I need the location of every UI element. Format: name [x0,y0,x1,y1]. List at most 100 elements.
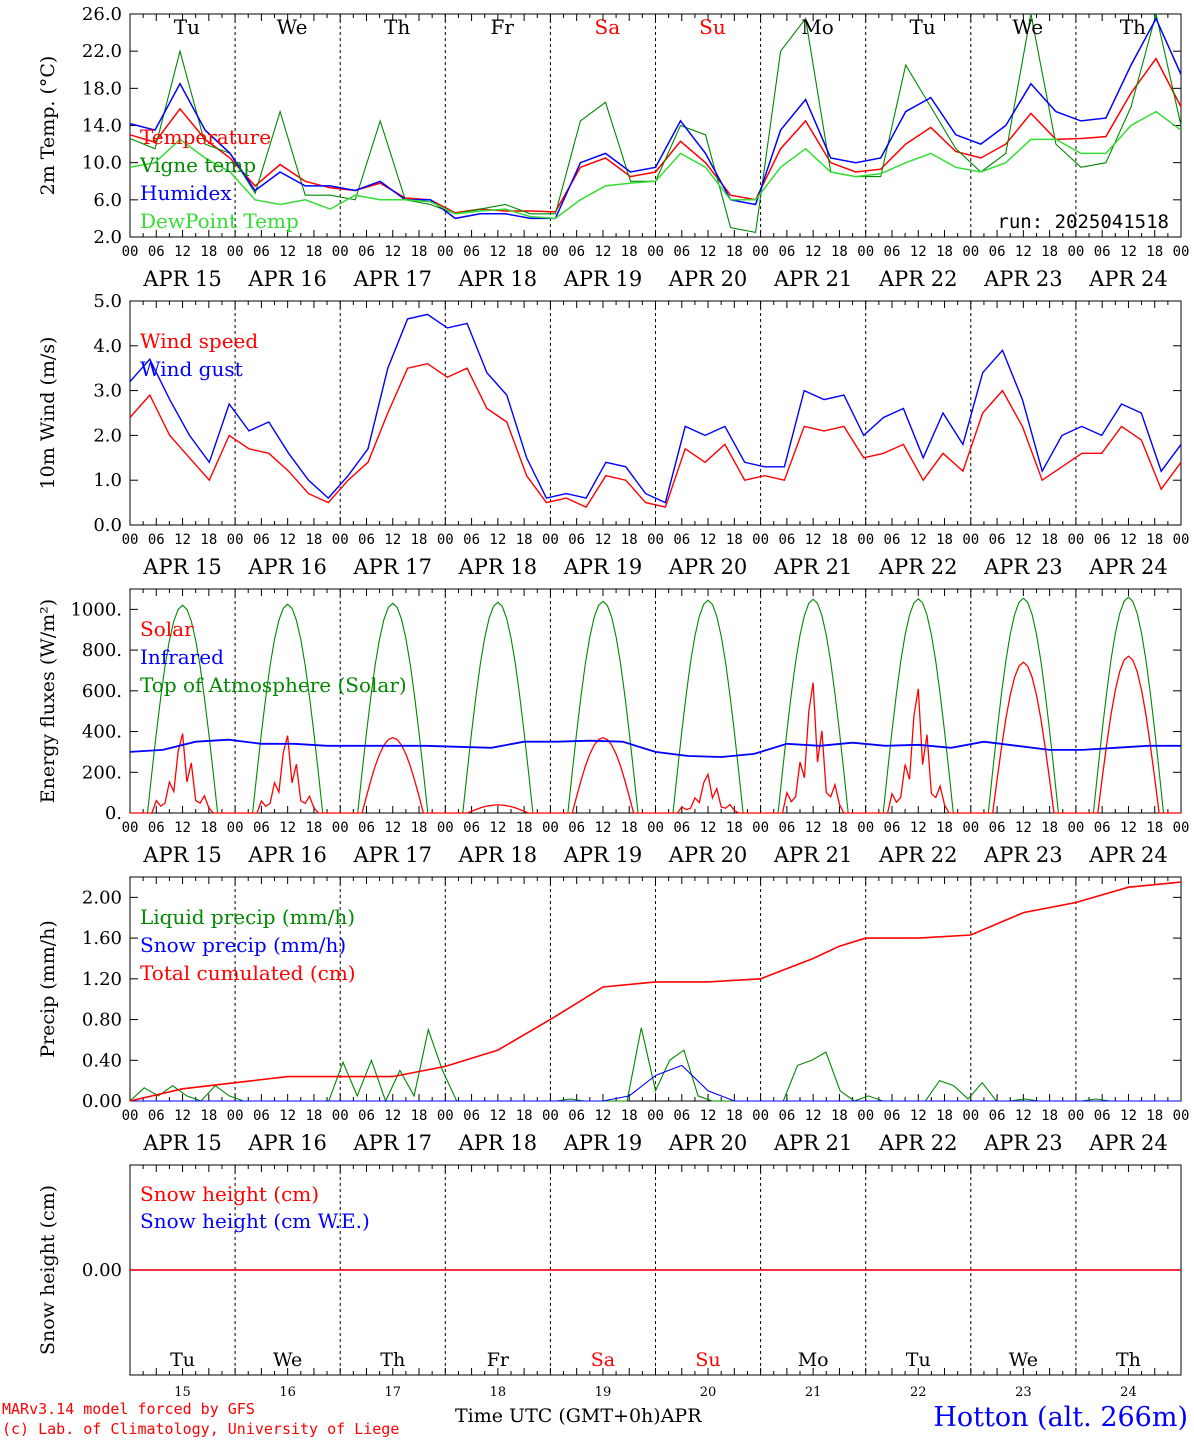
hour-tick-label: 12 [1120,1108,1137,1124]
toa-solar-arc [655,599,761,814]
hour-tick-label: 00 [962,1108,979,1124]
hour-tick-label: 00 [1067,532,1084,548]
hour-tick-label: 12 [910,1108,927,1124]
date-label: APR 19 [563,555,643,579]
hour-tick-label: 00 [122,820,139,836]
hour-tick-label: 00 [542,820,559,836]
y-tick-label: 800. [82,640,122,661]
solar-bump [130,733,236,814]
hour-tick-label: 18 [1041,244,1058,260]
hour-tick-label: 06 [463,244,480,260]
hour-tick-label: 06 [463,820,480,836]
toa-solar-arc [970,597,1076,814]
hour-tick-label: 06 [989,244,1006,260]
date-label: APR 20 [668,267,748,291]
hour-tick-label: 06 [568,1108,585,1124]
date-label: APR 15 [142,843,222,867]
time-axis-label: Time UTC (GMT+0h)APR [455,1405,702,1427]
date-label: APR 21 [773,843,853,867]
hour-tick-label: 00 [752,820,769,836]
hour-tick-label: 00 [1173,244,1190,260]
date-label: APR 15 [142,1131,222,1155]
hour-tick-label: 00 [962,820,979,836]
hour-tick-label: 00 [227,820,244,836]
weekday-label: Th [1116,1349,1141,1371]
hour-tick-label: 12 [700,1108,717,1124]
solar-bump [235,735,341,814]
date-label: APR 16 [247,1131,327,1155]
hour-tick-label: 00 [542,244,559,260]
date-label: APR 19 [563,267,643,291]
date-label: APR 18 [458,1131,538,1155]
date-label: APR 16 [247,843,327,867]
y-axis-label: 2m Temp. (°C) [37,56,59,196]
legend-entry: Temperature [140,125,271,149]
y-tick-label: 0.40 [82,1050,122,1071]
day-number-label: 17 [384,1385,401,1400]
hour-tick-label: 12 [489,820,506,836]
hour-tick-label: 06 [253,532,270,548]
weekday-label: Su [695,1349,720,1371]
day-number-label: 22 [910,1385,927,1400]
date-label: APR 22 [878,267,958,291]
hour-tick-label: 18 [200,820,217,836]
y-tick-label: 400. [82,722,122,743]
y-tick-label: 1.60 [82,928,122,949]
legend-entry: Total cumulated (cm) [140,961,356,985]
hour-tick-label: 06 [884,532,901,548]
solar-bump [970,661,1076,814]
legend-entry: Snow height (cm) [140,1182,319,1206]
y-tick-label: 0.00 [82,1260,122,1281]
y-tick-label: 2.0 [93,227,122,248]
hour-tick-label: 18 [621,1108,638,1124]
y-tick-label: 600. [82,681,122,702]
date-label: APR 22 [878,843,958,867]
date-label: APR 17 [352,1131,432,1155]
date-label: APR 18 [458,843,538,867]
hour-tick-label: 18 [305,532,322,548]
hour-tick-label: 06 [884,820,901,836]
date-label: APR 17 [352,555,432,579]
solar-bump [550,736,656,814]
legend-entry: Liquid precip (mm/h) [140,905,355,929]
solar-bump [655,772,761,814]
hour-tick-label: 00 [1173,820,1190,836]
hour-tick-label: 06 [884,1108,901,1124]
hour-tick-label: 00 [1173,1108,1190,1124]
hour-tick-label: 06 [358,820,375,836]
hour-tick-label: 00 [647,820,664,836]
hour-tick-label: 06 [358,1108,375,1124]
hour-tick-label: 12 [1120,244,1137,260]
date-label: APR 24 [1088,1131,1168,1155]
y-tick-label: 0.80 [82,1010,122,1031]
legend-entry: Solar [140,617,194,641]
date-label: APR 24 [1088,555,1168,579]
legend-entry: Wind speed [140,329,258,353]
hour-tick-label: 18 [831,532,848,548]
hour-tick-label: 18 [516,244,533,260]
hour-tick-label: 00 [122,1108,139,1124]
hour-tick-label: 12 [279,532,296,548]
hour-tick-label: 06 [463,532,480,548]
hour-tick-label: 18 [411,532,428,548]
hour-tick-label: 18 [621,244,638,260]
legend-entry: Snow height (cm W.E.) [140,1209,370,1233]
legend-entry: Humidex [140,181,232,205]
hour-tick-label: 12 [174,1108,191,1124]
date-label: APR 21 [773,555,853,579]
hour-tick-label: 00 [1067,1108,1084,1124]
hour-tick-label: 06 [989,1108,1006,1124]
date-label: APR 19 [563,1131,643,1155]
date-label: APR 20 [668,843,748,867]
y-tick-label: 1000. [70,599,122,620]
toa-solar-arc [550,600,656,814]
hour-tick-label: 00 [332,244,349,260]
hour-tick-label: 00 [647,1108,664,1124]
hour-tick-label: 00 [752,532,769,548]
weekday-label: Th [1120,15,1146,39]
hour-tick-label: 06 [673,244,690,260]
date-label: APR 20 [668,555,748,579]
date-label: APR 22 [878,555,958,579]
day-number-label: 15 [174,1385,191,1400]
hour-tick-label: 18 [1041,820,1058,836]
